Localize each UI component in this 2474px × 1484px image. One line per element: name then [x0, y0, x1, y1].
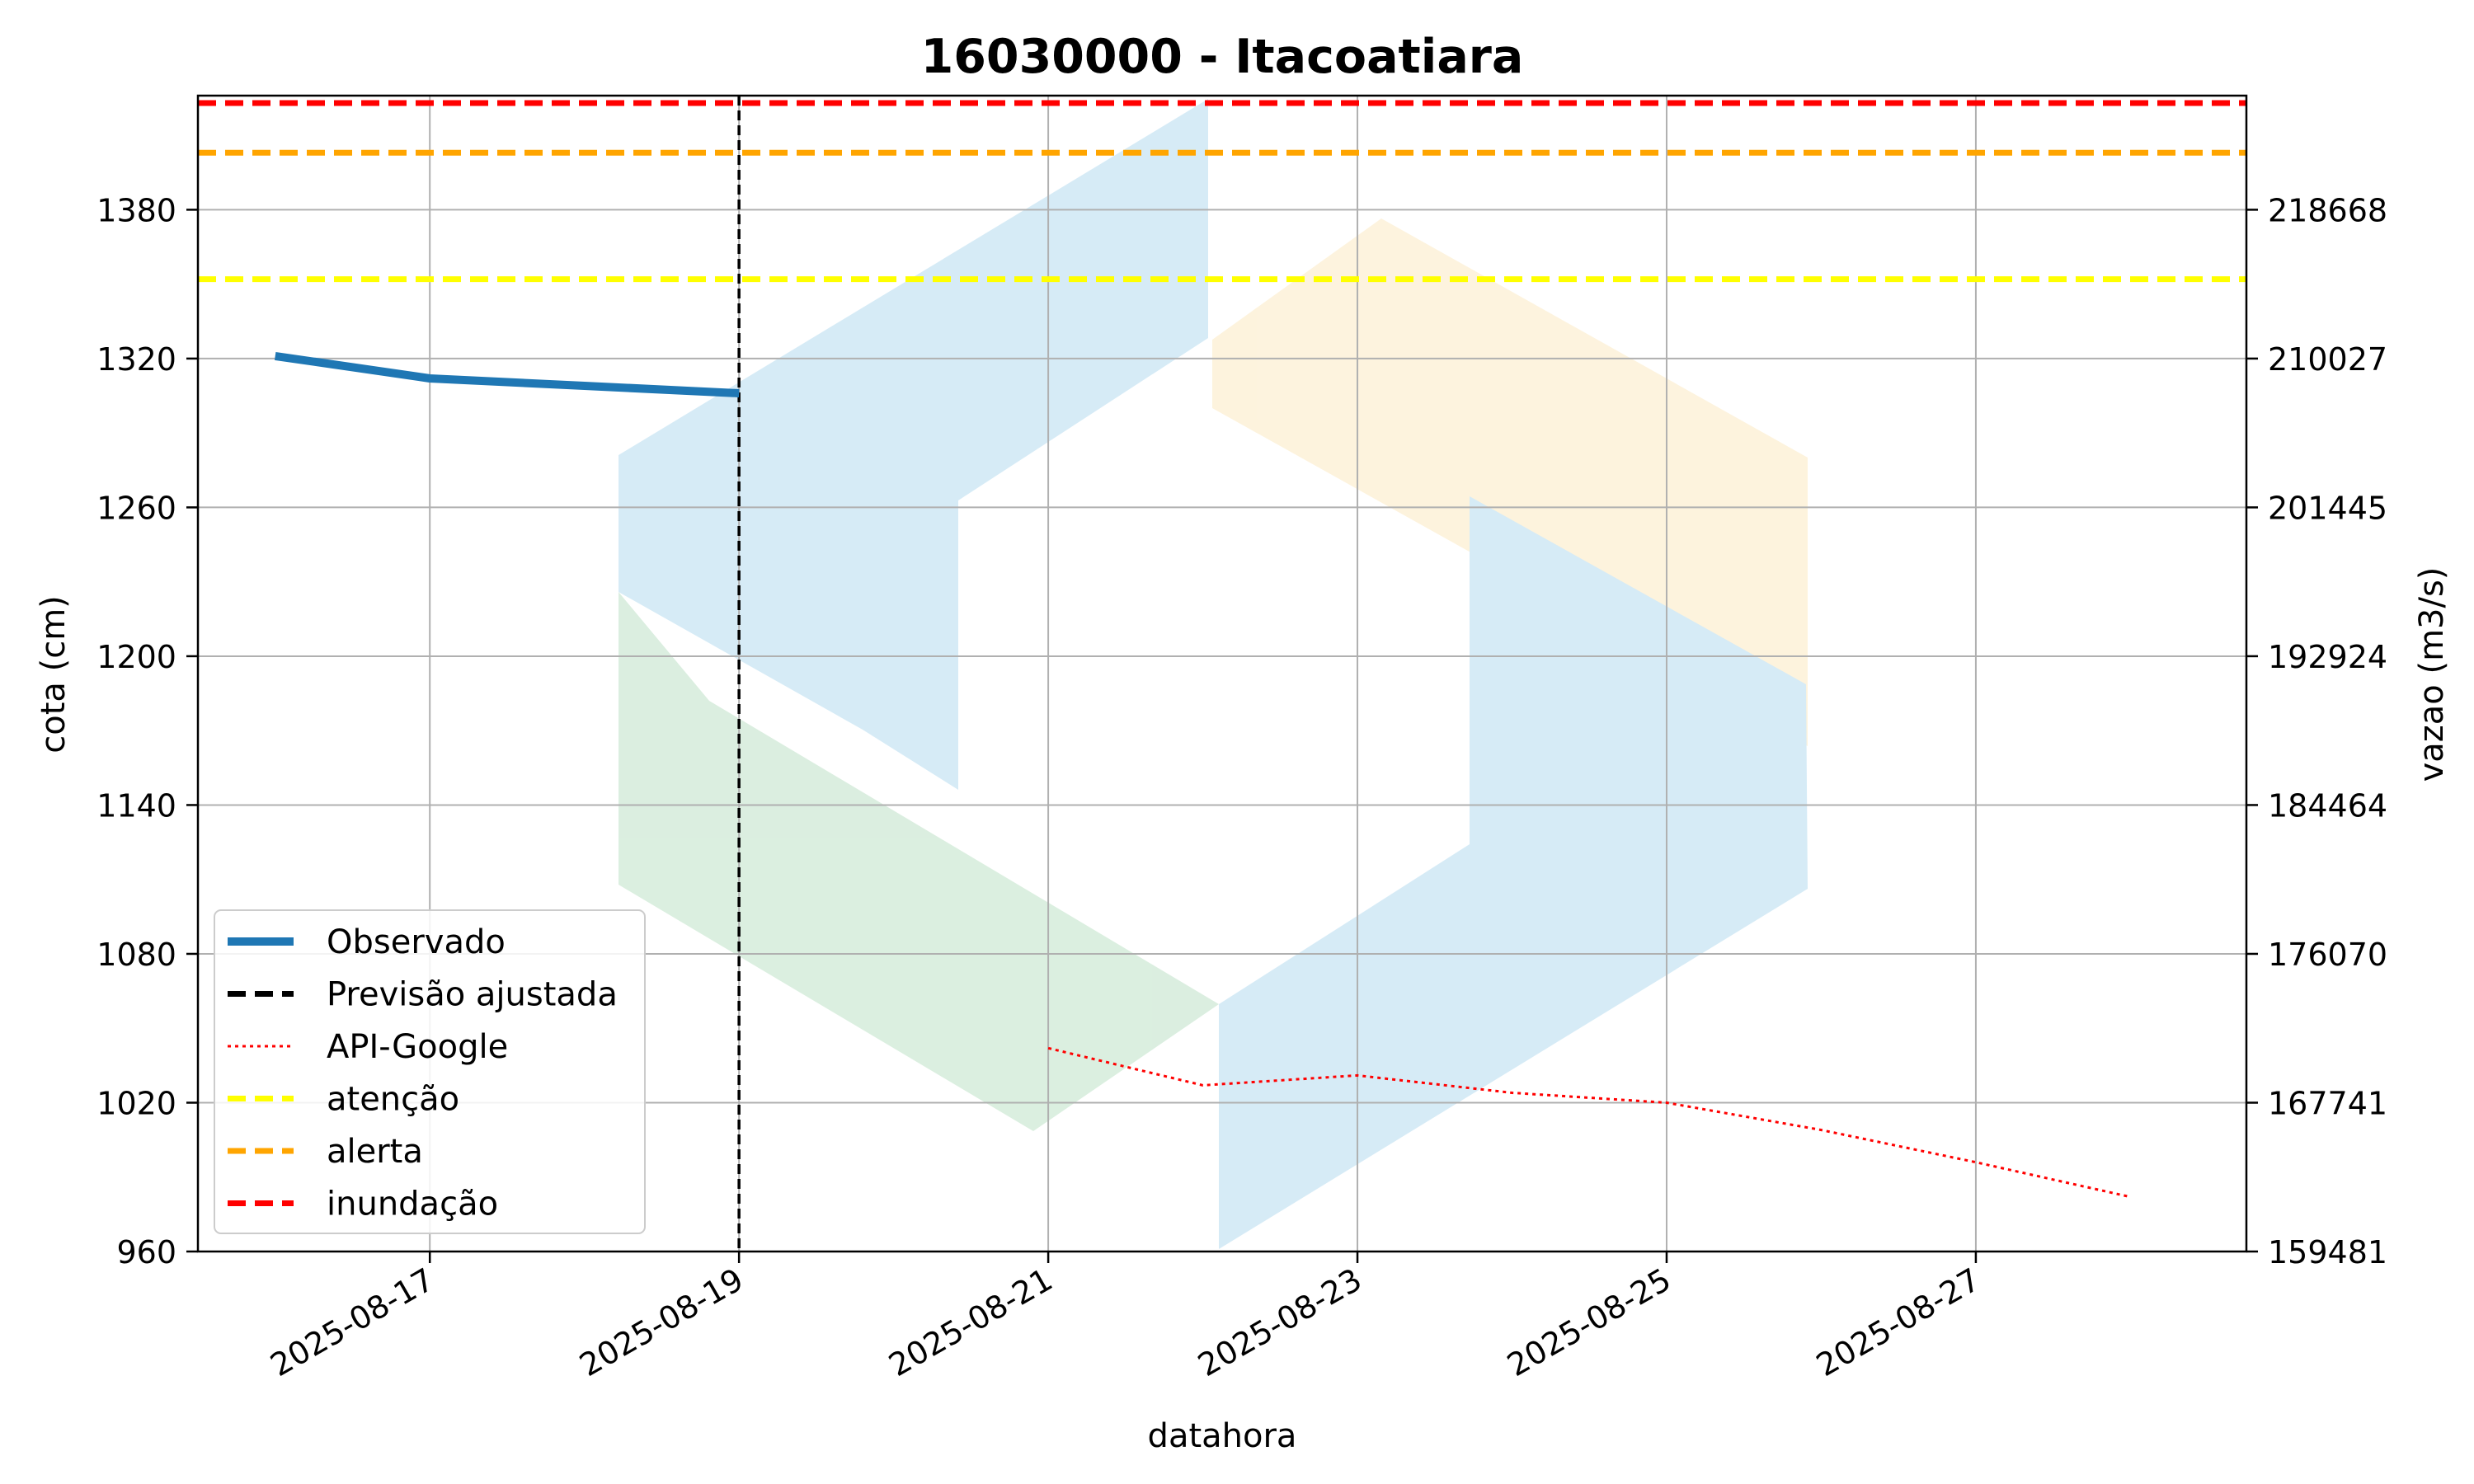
watermark-shape-left: [618, 592, 1219, 1131]
y-tick-label: 1200: [96, 639, 176, 675]
legend-label: API-Google: [327, 1028, 508, 1066]
y-tick-label: 1080: [96, 937, 176, 973]
legend-label: Previsão ajustada: [327, 976, 618, 1014]
y2-tick-label: 167741: [2268, 1085, 2387, 1121]
threshold-lines: [198, 96, 2246, 1252]
y-axis-label: cota (cm): [35, 595, 73, 754]
y-axis-ticks: 960 1020 1080 1140 1200 1260 1320 1380: [96, 192, 198, 1270]
plot-area-frame: [196, 94, 2248, 1253]
series-lines: [274, 351, 2131, 1199]
y-tick-label: 960: [116, 1234, 176, 1270]
watermark-shape-lower-right: [1219, 496, 1808, 1249]
series-line-api-google: [1047, 1046, 2131, 1199]
y-tick-label: 1140: [96, 787, 176, 824]
y2-tick-label: 192924: [2268, 639, 2387, 675]
y2-axis-label: vazao (m3/s): [2413, 567, 2451, 782]
series-line-observado: [274, 351, 740, 397]
watermark-shape-top: [618, 99, 1208, 790]
y2-tick-label: 176070: [2268, 937, 2387, 973]
legend-box: [214, 909, 646, 1234]
legend-label: alerta: [327, 1133, 423, 1171]
y2-axis-ticks: 159481 167741 176070 184464 192924 201445 2100…: [2246, 192, 2387, 1270]
y-tick-label: 1320: [96, 341, 176, 378]
legend-label: atenção: [327, 1081, 459, 1119]
chart-title: 16030000 - Itacoatiara: [921, 30, 1524, 84]
x-axis-label: datahora: [1148, 1417, 1297, 1455]
y2-tick-label: 210027: [2268, 341, 2387, 378]
y-tick-label: 1260: [96, 490, 176, 526]
y-tick-label: 1020: [96, 1085, 176, 1121]
watermark-logo: [618, 99, 1808, 1249]
y2-tick-label: 184464: [2268, 787, 2387, 824]
legend-label: inundação: [327, 1186, 498, 1223]
legend-label: Observado: [327, 923, 506, 961]
y2-tick-label: 201445: [2268, 490, 2387, 526]
y-tick-label: 1380: [96, 192, 176, 228]
y2-tick-label: 218668: [2268, 192, 2387, 228]
y2-tick-label: 159481: [2268, 1234, 2387, 1270]
legend: Observado Previsão ajustada API-Google aten…: [214, 909, 646, 1234]
